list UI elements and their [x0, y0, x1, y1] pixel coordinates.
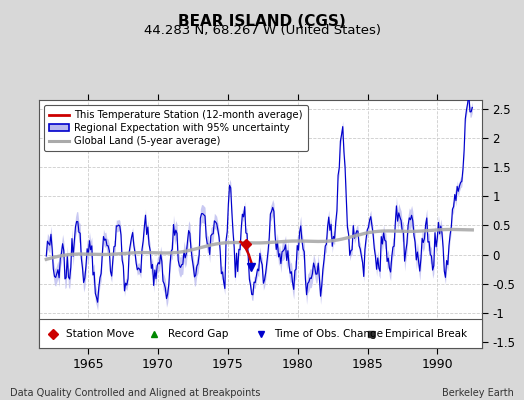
Text: Station Move: Station Move: [66, 329, 134, 338]
FancyBboxPatch shape: [39, 319, 482, 348]
Text: Data Quality Controlled and Aligned at Breakpoints: Data Quality Controlled and Aligned at B…: [10, 388, 261, 398]
Text: Time of Obs. Change: Time of Obs. Change: [274, 329, 383, 338]
Text: Empirical Break: Empirical Break: [385, 329, 467, 338]
Text: BEAR ISLAND (CGS): BEAR ISLAND (CGS): [178, 14, 346, 29]
Legend: This Temperature Station (12-month average), Regional Expectation with 95% uncer: This Temperature Station (12-month avera…: [45, 105, 308, 151]
Text: Berkeley Earth: Berkeley Earth: [442, 388, 514, 398]
Text: 44.283 N, 68.267 W (United States): 44.283 N, 68.267 W (United States): [144, 24, 380, 37]
Text: Record Gap: Record Gap: [168, 329, 228, 338]
